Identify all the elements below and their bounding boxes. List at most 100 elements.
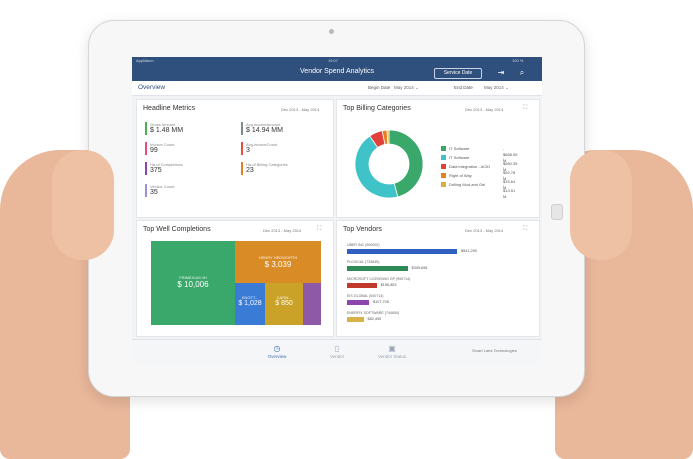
vendor-value: $82,495 (367, 317, 382, 321)
legend-swatch (441, 146, 446, 152)
treemap-cell[interactable]: FRIMEXUM 4H $ 10,006 (151, 241, 235, 325)
donut-slice[interactable] (388, 129, 424, 198)
panel-title: Top Well Completions (143, 226, 211, 233)
legend-name: IT Software (449, 146, 470, 151)
tab-overview[interactable]: ◷ Overview (252, 344, 302, 359)
app-header: Vendor Spend Analytics Service Date ⇥ ⌕ (132, 65, 542, 81)
metric-value: 3 (246, 147, 250, 154)
home-button[interactable] (551, 204, 563, 220)
end-date-value: May 2014 (484, 85, 504, 90)
metric-value: 35 (150, 189, 158, 196)
service-date-button[interactable]: Service Date (434, 68, 482, 79)
vendor-value: $305,698 (411, 266, 428, 270)
vendor-name: MICROSOFT LICENSING GP (990714) (347, 277, 411, 281)
vendor-bar[interactable] (347, 300, 369, 305)
legend-name: Drilling Mud and Gel (449, 182, 486, 187)
legend-swatch (441, 173, 446, 179)
metric-completions: Ha.of Completions 375 (145, 162, 183, 175)
metric-invoice-count: Invoice Count 99 (145, 142, 174, 155)
vendor-name: ENERFIX SOFTWARE (744650) (347, 311, 400, 315)
legend-value: - $92.78 M (503, 164, 516, 181)
panel-title: Top Billing Categories (343, 105, 411, 112)
metric-label: Invoice Count (150, 142, 175, 147)
treemap-cell[interactable]: CARN... $ 850 (265, 283, 303, 325)
tab-vendor-status[interactable]: ▣ Vendor Status (367, 344, 417, 359)
vendor-name: PLEXICAL (733645) (347, 260, 380, 264)
tab-label: Vendor Status (377, 354, 407, 359)
date-range: Dec 2013 - May 2014 (263, 228, 302, 233)
tab-vendor[interactable]: ▯ Vendor (312, 344, 362, 359)
metric-value: 375 (150, 167, 162, 174)
billing-categories-panel: Top Billing Categories Dec 2013 - May 20… (336, 99, 540, 218)
export-icon[interactable]: ⇥ (497, 68, 505, 77)
legend-name: IT Software (449, 155, 470, 160)
treemap-value: $ 850 (275, 300, 293, 307)
panel-title: Top Vendors (343, 226, 382, 233)
vendor-name: UBER INC (900002) (347, 243, 380, 247)
treemap-value: $ 10,006 (177, 280, 209, 289)
treemap-label: HENRY HEDWORTH (258, 255, 298, 260)
tab-bar: ◷ Overview ▯ Vendor ▣ Vendor Status Smart L… (132, 339, 542, 365)
end-date-select[interactable]: May 2014 ⌄ (484, 84, 509, 92)
vendor-bar[interactable] (347, 317, 364, 322)
legend-value: - $650.35 M (503, 155, 518, 172)
metric-value: 23 (246, 167, 254, 174)
vendor-value: $156,853 (380, 283, 397, 287)
legend-swatch (441, 155, 446, 161)
metric-billing-categories: Ha.of Billing Categories 23 (241, 162, 288, 175)
metric-value: $ 1.48 MM (150, 127, 184, 134)
metric-label: Avg.InvoiceCount (246, 142, 278, 147)
document-icon: ▯ (334, 344, 340, 353)
metric-label: Ha.of Billing Categories (246, 162, 288, 167)
metric-label: Gross Amount (150, 122, 176, 127)
metric-avg-invoice-amount: Avg.InvoiceAmount $ 14.94 MM (241, 122, 283, 135)
begin-date-select[interactable]: May 2014 ⌄ (394, 84, 419, 92)
expand-icon[interactable]: ⛶ (523, 105, 528, 111)
search-icon[interactable]: ⌕ (519, 68, 525, 77)
chevron-down-icon: ⌄ (415, 85, 419, 90)
legend-value: - $13.51 M (503, 182, 516, 199)
filter-bar: Overview Begin Date May 2014 ⌄ End Date … (132, 81, 542, 96)
camera-icon (329, 29, 334, 34)
legend-item: Data integration - ACID - $92.78 M (441, 164, 515, 181)
right-thumb (570, 150, 632, 260)
well-completions-panel: Top Well Completions Dec 2013 - May 2014… (136, 220, 334, 337)
treemap-cell[interactable]: KNOTT... $ 1,028 (235, 283, 265, 325)
metric-value: 99 (150, 147, 158, 154)
legend-swatch (441, 164, 446, 170)
treemap-label: KNOTT... (241, 295, 259, 300)
vendor-bar[interactable] (347, 249, 457, 254)
vendor-name: EIS GLOBAL (000714) (347, 294, 384, 298)
treemap-label: CARN... (276, 295, 292, 300)
section-title: Overview (138, 84, 166, 91)
top-vendors-panel: Top Vendors Dec 2013 - May 2014 ⛶ UBER I… (336, 220, 540, 337)
metric-value: $ 14.94 MM (246, 127, 283, 134)
app-title: Vendor Spend Analytics (300, 68, 374, 75)
treemap-cell[interactable] (303, 283, 321, 325)
panel-title: Headline Metrics (143, 105, 196, 112)
legend-item: Right of Way - $33.64 M (441, 173, 515, 190)
headline-metrics-panel: Headline Metrics Dec 2013 - May 2014 Gro… (136, 99, 334, 218)
metric-gross-amount: Gross Amount $ 1.48 MM (145, 122, 183, 135)
chevron-down-icon: ⌄ (505, 85, 509, 90)
clock-icon: ◷ (273, 344, 281, 353)
treemap-cell[interactable]: HENRY HEDWORTH $ 3,039 (235, 241, 321, 283)
vendor-bar[interactable] (347, 266, 408, 271)
begin-date-value: May 2014 (394, 85, 414, 90)
date-range: Dec 2013 - May 2014 (281, 107, 320, 112)
legend-item: Drilling Mud and Gel - $13.51 M (441, 182, 515, 199)
legend-name: Data integration - ACID (449, 164, 491, 169)
date-range: Dec 2013 - May 2014 (465, 228, 504, 233)
expand-icon[interactable]: ⛶ (523, 226, 528, 232)
tab-label: Vendor (329, 354, 345, 359)
treemap-label: FRIMEXUM 4H (179, 275, 207, 280)
carrier-label: Applidium (136, 58, 154, 63)
vendor-bar[interactable] (347, 283, 377, 288)
metric-vendor-count: Vendor Count 35 (145, 184, 174, 197)
treemap-value: $ 3,039 (264, 260, 292, 269)
expand-icon[interactable]: ⛶ (317, 226, 322, 232)
legend-name: Right of Way (449, 173, 472, 178)
donut-slice[interactable] (386, 129, 390, 145)
briefcase-icon: ▣ (388, 344, 396, 353)
metric-avg-invoice-count: Avg.InvoiceCount 3 (241, 142, 277, 155)
